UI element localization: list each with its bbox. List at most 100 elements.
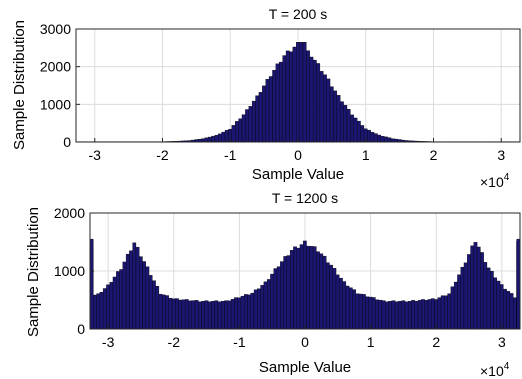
histogram-bar — [319, 253, 324, 330]
histogram-bar — [388, 300, 392, 330]
histogram-bar — [421, 299, 425, 330]
histogram-bar — [417, 300, 422, 330]
y-tick-label: 1000 — [40, 96, 71, 112]
histogram-bar — [129, 250, 133, 330]
histogram-bar — [343, 105, 348, 143]
x-multiplier-2: ×104 — [480, 361, 510, 379]
x-tick-label: -3 — [89, 147, 102, 163]
histogram-bar — [161, 294, 166, 330]
histogram-bar — [171, 298, 176, 330]
histogram-bar — [248, 106, 253, 143]
histogram-bar — [348, 287, 353, 330]
x-tick-label: 3 — [497, 147, 505, 163]
histogram-bar — [339, 277, 343, 330]
histogram-bar — [390, 138, 395, 143]
histogram-bar — [112, 276, 117, 330]
histogram-bar — [234, 297, 238, 330]
histogram-bar — [165, 295, 169, 330]
histogram-bar — [155, 285, 160, 330]
histogram-bar — [207, 301, 212, 330]
histogram-bar — [93, 294, 97, 330]
x-tick-label: 2 — [432, 334, 440, 350]
histogram-bar — [253, 289, 258, 330]
histogram-bar — [453, 281, 458, 330]
histogram-bar — [368, 296, 373, 330]
histogram-bar — [238, 118, 243, 143]
histogram-bar — [509, 293, 514, 330]
x-tick-label: 0 — [301, 334, 309, 350]
histogram-bar — [345, 285, 350, 330]
histogram-bar — [181, 299, 186, 330]
histogram-bar — [387, 137, 392, 143]
histogram-bar — [333, 90, 338, 143]
histogram-bar — [365, 296, 370, 330]
histogram-bar — [424, 300, 429, 330]
histogram-1 — [75, 42, 520, 143]
histogram-bar — [266, 279, 271, 330]
histogram-bar — [268, 76, 273, 143]
histogram-bar — [145, 266, 150, 330]
histogram-bar — [332, 268, 337, 330]
histogram-bar — [135, 246, 140, 330]
histogram-bar — [427, 299, 432, 330]
y-tick-label: 2000 — [54, 205, 85, 221]
histogram-bar — [378, 299, 383, 330]
axis-ticks-2: -3 -2 -1 0 1 2 3 0 1000 2000 — [54, 205, 506, 350]
histogram-bar — [309, 56, 314, 143]
x-tick-label: 1 — [362, 147, 370, 163]
histogram-bar — [273, 268, 278, 330]
histogram-bar — [335, 274, 340, 330]
x-multiplier-1: ×104 — [480, 172, 510, 190]
histogram-bar — [119, 269, 123, 330]
histogram-bar — [211, 300, 215, 330]
histogram-bar — [96, 293, 101, 330]
histogram-bar — [309, 246, 314, 330]
histogram-bar — [336, 95, 341, 143]
histogram-bar — [437, 297, 442, 330]
histogram-bar — [463, 262, 468, 330]
y-tick-label: 0 — [63, 134, 71, 150]
histogram-bar — [260, 285, 265, 330]
histogram-bar — [142, 261, 146, 330]
histogram-bar — [486, 267, 491, 330]
histogram-bar — [380, 135, 385, 143]
chart-title-1: T = 200 s — [269, 6, 328, 22]
histogram-bar — [447, 293, 452, 330]
histogram-bar — [326, 78, 331, 143]
panel-2: -3 -2 -1 0 1 2 3 0 1000 2000 T = 1200 s Sample Va… — [25, 190, 521, 379]
histogram-bar — [499, 284, 504, 330]
histogram-bar — [373, 133, 378, 143]
panel-1: -3 -2 -1 0 1 2 3 0 1000 2000 3000 T = 200 s Sample… — [11, 6, 521, 190]
histogram-bar — [467, 254, 471, 330]
histogram-bar — [224, 300, 228, 330]
histogram-bar — [194, 300, 199, 330]
y-tick-label: 2000 — [40, 59, 71, 75]
histogram-bar — [296, 247, 301, 330]
histogram-bar — [265, 79, 270, 143]
histogram-bar — [350, 114, 354, 143]
histogram-bar — [346, 109, 351, 143]
x-tick-label: -2 — [168, 334, 181, 350]
histogram-bar — [204, 300, 209, 330]
x-tick-label: 2 — [430, 147, 438, 163]
histogram-bar — [152, 280, 156, 330]
histogram-bar — [184, 299, 189, 330]
x-tick-label: -1 — [224, 147, 237, 163]
x-tick-label: -2 — [156, 147, 169, 163]
histogram-bar — [221, 131, 226, 143]
histogram-bar — [356, 120, 361, 143]
histogram-bar — [285, 50, 290, 143]
histogram-bar — [493, 277, 497, 330]
histogram-bar — [329, 264, 333, 330]
histogram-bar — [191, 300, 196, 330]
histogram-bar — [116, 271, 120, 330]
histogram-bar — [450, 286, 455, 330]
x-tick-label: 0 — [294, 147, 302, 163]
histogram-bar — [460, 266, 465, 330]
histogram-bar — [241, 114, 246, 143]
x-tick-label: -1 — [233, 334, 246, 350]
histogram-bar — [367, 129, 371, 143]
x-axis-label-1: Sample Value — [252, 166, 344, 183]
histogram-bar — [414, 300, 419, 330]
histogram-bar — [168, 297, 173, 330]
